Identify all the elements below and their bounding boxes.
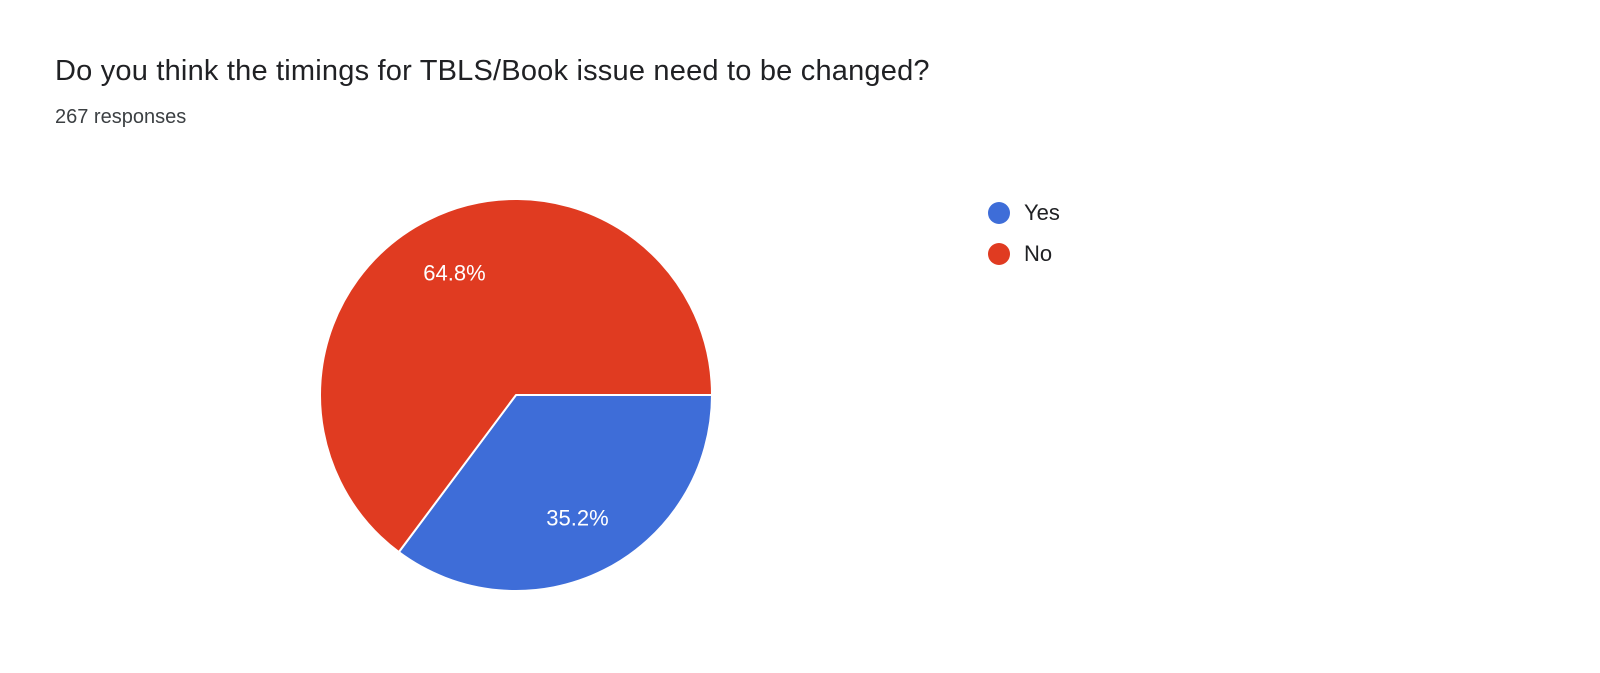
chart-legend: Yes No [988,202,1060,284]
legend-label-no: No [1024,241,1053,266]
legend-dot-no [988,243,1010,265]
slice-percentage-label: 64.8% [423,260,485,285]
legend-item-no: No [988,243,1060,265]
pie-slice-yes[interactable] [397,394,713,593]
chart-title: Do you think the timings for TBLS/Book i… [55,55,930,87]
pie-slice-no[interactable] [319,198,713,554]
response-count: 267 responses [55,106,187,128]
legend-item-yes: Yes [988,202,1060,224]
pie-chart: 35.2% 64.8% [319,198,713,593]
slice-percentage-label: 35.2% [546,506,608,531]
legend-label-yes: Yes [1024,200,1060,225]
pie-chart-area: 35.2% 64.8% [306,185,726,605]
legend-dot-yes [988,202,1010,224]
